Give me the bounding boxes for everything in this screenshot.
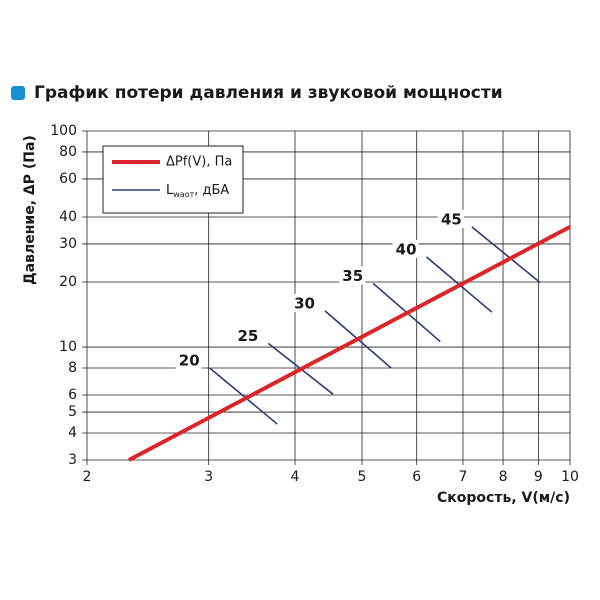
x-tick-label: 3	[204, 469, 213, 485]
legend-sub: waот	[173, 190, 194, 199]
y-axis-label: Давление, ΔP (Па)	[22, 135, 38, 285]
label-bg	[339, 266, 366, 285]
x-tick-label: 5	[358, 469, 367, 485]
noise-level-label: 45	[441, 210, 462, 228]
x-tick-label: 7	[458, 469, 467, 485]
title-icon	[11, 86, 25, 100]
legend-suffix: , дБА	[194, 183, 229, 198]
noise-level-label: 20	[179, 351, 200, 369]
legend-main: L	[166, 183, 174, 198]
y-tick-label: 6	[68, 387, 77, 403]
x-axis-label: Скорость, V(м/с)	[437, 490, 570, 506]
y-tick-label: 5	[68, 404, 77, 420]
noise-level-label: 40	[396, 241, 417, 259]
x-tick-label: 4	[291, 469, 300, 485]
noise-line	[471, 226, 541, 284]
y-tick-label: 4	[68, 425, 77, 441]
noise-line	[209, 367, 278, 425]
y-tick-label: 100	[50, 123, 77, 139]
x-tick-label: 9	[534, 469, 543, 485]
x-tick-label: 2	[83, 469, 92, 485]
y-tick-label: 40	[59, 209, 77, 225]
noise-level-label: 25	[237, 327, 258, 345]
y-tick-label: 8	[68, 360, 77, 376]
y-tick-label: 3	[68, 452, 77, 468]
y-tick-label: 80	[59, 144, 77, 160]
x-tick-label: 8	[499, 469, 508, 485]
legend-label: ΔPf(V), Па	[166, 155, 232, 170]
label-bg	[290, 293, 317, 312]
x-tick-label: 6	[412, 469, 421, 485]
chart-title: График потери давления и звуковой мощнос…	[34, 83, 503, 103]
y-tick-label: 60	[59, 171, 77, 187]
noise-level-label: 35	[342, 267, 363, 285]
label-bg	[175, 350, 202, 369]
series-line	[128, 225, 571, 462]
label-bg	[437, 209, 464, 228]
y-tick-label: 20	[59, 274, 77, 290]
noise-level-label: 30	[294, 294, 315, 312]
y-tick-label: 30	[59, 236, 77, 252]
legend-box	[102, 145, 244, 214]
x-tick-label: 10	[561, 469, 579, 485]
legend-label: Lwaот, дБА	[166, 183, 229, 199]
label-bg	[234, 326, 261, 345]
label-bg	[392, 240, 419, 259]
y-tick-label: 10	[59, 339, 77, 355]
